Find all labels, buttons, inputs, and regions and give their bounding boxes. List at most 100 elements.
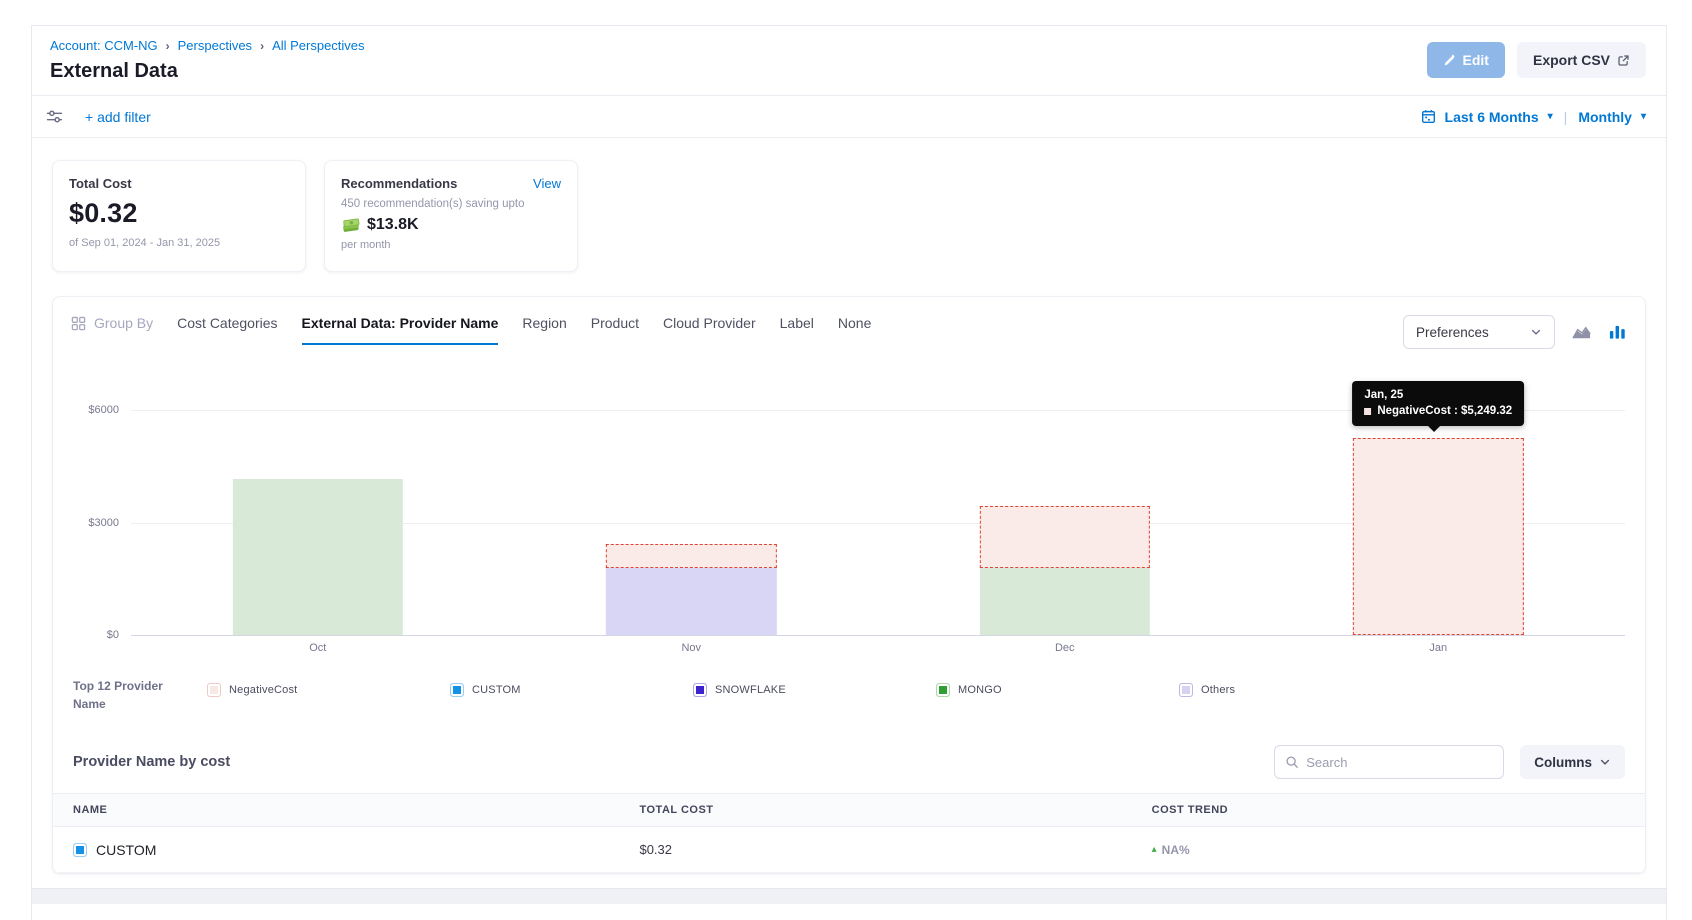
chevron-down-icon[interactable]: ▾ xyxy=(1641,111,1646,122)
chevron-down-icon xyxy=(1530,326,1542,338)
chart-plot-area: $6000$3000$0Jan, 25NegativeCost : $5,249… xyxy=(131,395,1625,635)
group-by-tab-cloud-provider[interactable]: Cloud Provider xyxy=(663,315,756,345)
bar-segment-mongo-oct[interactable] xyxy=(233,479,403,635)
recommendations-subtitle: 450 recommendation(s) saving upto xyxy=(341,198,561,210)
savings-period: per month xyxy=(341,239,561,251)
search-icon xyxy=(1285,755,1299,769)
y-axis-tick: $6000 xyxy=(73,404,119,416)
legend-item-custom[interactable]: CUSTOM xyxy=(450,683,693,697)
summary-cards: Total Cost $0.32 of Sep 01, 2024 - Jan 3… xyxy=(32,138,1666,292)
bottom-strip xyxy=(32,888,1666,904)
main-content: Account: CCM-NG › Perspectives › All Per… xyxy=(31,25,1667,920)
edit-button[interactable]: Edit xyxy=(1427,42,1505,78)
tooltip-caret xyxy=(1428,426,1440,432)
x-axis-tick: Jan xyxy=(1429,642,1447,654)
recommendations-card: Recommendations View 450 recommendation(… xyxy=(324,160,578,272)
legend-item-negativecost[interactable]: NegativeCost xyxy=(207,683,450,697)
column-header-cost-trend[interactable]: COST TREND xyxy=(1152,804,1625,816)
page-title: External Data xyxy=(50,60,365,83)
provider-name: CUSTOM xyxy=(96,842,156,858)
search-box[interactable] xyxy=(1274,745,1504,779)
external-link-icon xyxy=(1617,54,1630,67)
x-axis-tick: Oct xyxy=(309,642,326,654)
savings-value: $13.8K xyxy=(367,216,419,234)
group-by-tab-none[interactable]: None xyxy=(838,315,871,345)
search-input[interactable] xyxy=(1306,755,1493,770)
legend-label: MONGO xyxy=(958,684,1002,696)
bar-chart-icon[interactable] xyxy=(1608,323,1627,341)
breadcrumb-separator: › xyxy=(260,39,264,53)
total-cost-value: $0.32 xyxy=(69,198,289,229)
legend-swatch xyxy=(450,683,464,697)
bar-segment-negativecost-jan[interactable] xyxy=(1353,438,1523,635)
row-name-cell: CUSTOM xyxy=(73,842,639,858)
bar-segment-negativecost-dec[interactable] xyxy=(980,506,1150,569)
legend-item-others[interactable]: Others xyxy=(1179,683,1422,697)
perspective-panel: Group By Cost CategoriesExternal Data: P… xyxy=(52,296,1646,874)
breadcrumb-perspectives[interactable]: Perspectives xyxy=(178,38,252,53)
filter-bar: + add filter Last 6 Months ▾ | Monthly ▾ xyxy=(32,96,1666,138)
breadcrumb-separator: › xyxy=(166,39,170,53)
legend-label: SNOWFLAKE xyxy=(715,684,786,696)
total-cost-label: Total Cost xyxy=(69,176,289,191)
chart-tooltip: Jan, 25NegativeCost : $5,249.32 xyxy=(1352,381,1524,426)
legend-label: CUSTOM xyxy=(472,684,521,696)
group-by-tab-cost-categories[interactable]: Cost Categories xyxy=(177,315,277,345)
legend-swatch xyxy=(1179,683,1193,697)
date-range-dropdown[interactable]: Last 6 Months xyxy=(1445,109,1539,125)
table-section-title: Provider Name by cost xyxy=(73,754,230,770)
bar-segment-snowflake-nov[interactable] xyxy=(606,568,776,635)
y-axis-tick: $3000 xyxy=(73,517,119,529)
table-header: NAME TOTAL COST COST TREND xyxy=(53,793,1645,827)
row-total-cost-cell: $0.32 xyxy=(639,842,1151,857)
breadcrumb-all-perspectives[interactable]: All Perspectives xyxy=(272,38,364,53)
trend-value: NA% xyxy=(1162,843,1190,857)
view-recommendations-link[interactable]: View xyxy=(533,176,561,191)
bar-segment-mongo-dec[interactable] xyxy=(980,568,1150,635)
column-header-name[interactable]: NAME xyxy=(73,804,639,816)
area-chart-icon[interactable] xyxy=(1571,323,1592,341)
table-body: CUSTOM $0.32▴ NA% xyxy=(53,827,1645,873)
columns-button[interactable]: Columns xyxy=(1520,745,1625,779)
legend-swatch xyxy=(936,683,950,697)
column-header-total-cost[interactable]: TOTAL COST xyxy=(639,804,1151,816)
pencil-icon xyxy=(1443,54,1456,67)
group-by-tab-region[interactable]: Region xyxy=(522,315,566,345)
calendar-icon xyxy=(1421,109,1436,124)
tooltip-value: NegativeCost : $5,249.32 xyxy=(1377,405,1512,417)
bar-segment-negativecost-nov[interactable] xyxy=(606,544,776,568)
preferences-dropdown[interactable]: Preferences xyxy=(1403,315,1555,349)
export-csv-button[interactable]: Export CSV xyxy=(1517,42,1646,78)
group-by-tab-label[interactable]: Label xyxy=(780,315,814,345)
chevron-down-icon xyxy=(1599,756,1611,768)
legend-swatch xyxy=(693,683,707,697)
legend-title: Top 12 Provider Name xyxy=(73,677,191,713)
group-by-tab-product[interactable]: Product xyxy=(591,315,639,345)
breadcrumb: Account: CCM-NG › Perspectives › All Per… xyxy=(50,38,365,53)
group-by-tab-external-data-provider-name[interactable]: External Data: Provider Name xyxy=(302,315,499,345)
page-header: Account: CCM-NG › Perspectives › All Per… xyxy=(32,26,1666,96)
chart-x-axis: OctNovDecJan xyxy=(131,635,1625,663)
legend-label: Others xyxy=(1201,684,1235,696)
tooltip-series-marker xyxy=(1364,408,1371,415)
group-by-tabs: Cost Categories External Data: Provider N… xyxy=(177,315,871,345)
legend-item-mongo[interactable]: MONGO xyxy=(936,683,1179,697)
chevron-down-icon[interactable]: ▾ xyxy=(1548,111,1553,122)
x-axis-tick: Nov xyxy=(681,642,701,654)
legend-item-snowflake[interactable]: SNOWFLAKE xyxy=(693,683,936,697)
legend-swatch xyxy=(207,683,221,697)
granularity-dropdown[interactable]: Monthly xyxy=(1578,109,1632,125)
table-row-custom[interactable]: CUSTOM $0.32▴ NA% xyxy=(53,827,1645,873)
add-filter-button[interactable]: + add filter xyxy=(85,109,151,125)
total-cost-period: of Sep 01, 2024 - Jan 31, 2025 xyxy=(69,237,289,249)
legend-label: NegativeCost xyxy=(229,684,297,696)
chart-legend: Top 12 Provider Name NegativeCost CUSTOM S… xyxy=(53,663,1645,731)
row-color-swatch xyxy=(73,843,87,857)
legend-items: NegativeCost CUSTOM SNOWFLAKE MONGO Others xyxy=(207,677,1422,697)
trend-up-icon: ▴ xyxy=(1152,844,1157,855)
filter-sliders-icon[interactable] xyxy=(46,108,63,125)
money-icon xyxy=(341,217,361,233)
breadcrumb-account[interactable]: Account: CCM-NG xyxy=(50,38,158,53)
group-by-row: Group By Cost CategoriesExternal Data: P… xyxy=(53,297,1645,349)
grid-icon xyxy=(71,316,86,331)
